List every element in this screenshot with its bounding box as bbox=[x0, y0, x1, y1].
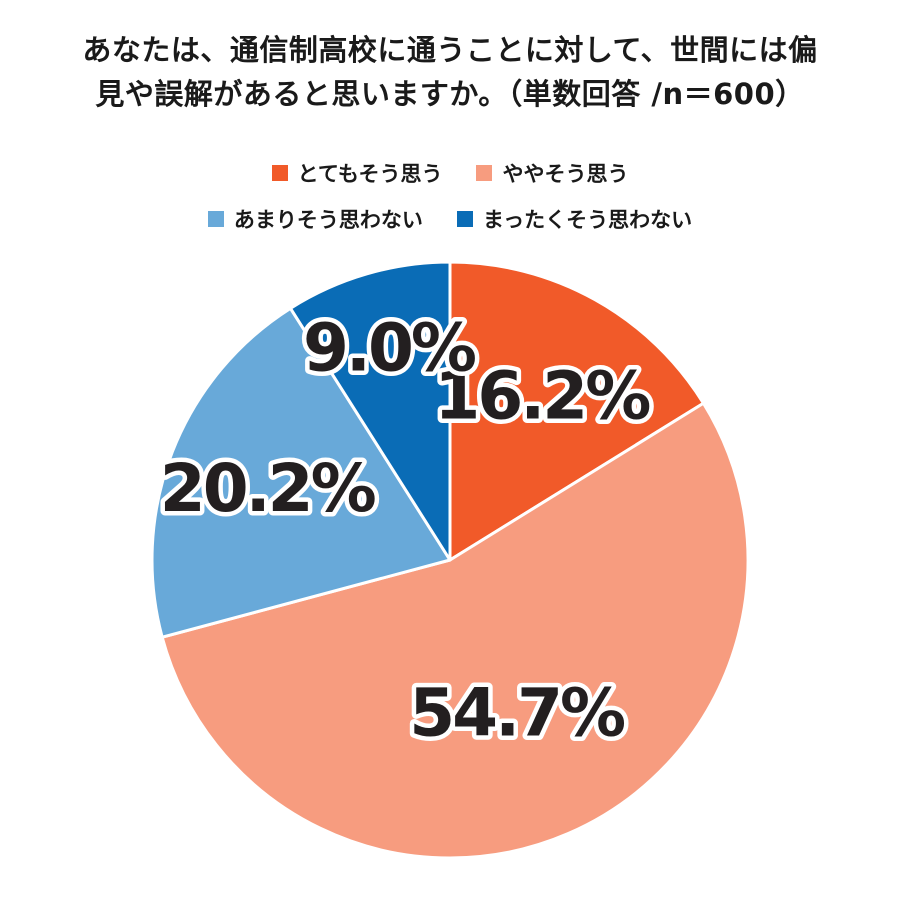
pie-slice-somewhat-agree bbox=[160, 401, 750, 860]
legend-item-somewhat-agree: ややそう思う bbox=[476, 158, 628, 188]
chart-legend: とてもそう思う ややそう思う あまりそう思わない まったくそう思わない bbox=[0, 150, 900, 242]
pie-label-strongly-disagree: 9.0% bbox=[303, 310, 476, 387]
legend-label-strongly-disagree: まったくそう思わない bbox=[482, 208, 693, 232]
chart-title-line-1: あなたは、通信制高校に通うことに対して、世間には偏 bbox=[82, 33, 818, 67]
pie-labels: 16.2% 54.7% 20.2% 9.0% bbox=[155, 305, 657, 756]
legend-item-strongly-disagree: まったくそう思わない bbox=[456, 204, 693, 234]
legend-label-strongly-agree: とてもそう思う bbox=[297, 162, 443, 186]
legend-row-1: とてもそう思う ややそう思う bbox=[0, 150, 900, 196]
pie-slice-strongly-disagree bbox=[288, 260, 452, 562]
legend-item-strongly-agree: とてもそう思う bbox=[271, 158, 443, 188]
legend-swatch-strongly-agree bbox=[271, 165, 288, 181]
pie-slice-strongly-agree bbox=[448, 260, 705, 562]
legend-item-somewhat-disagree: あまりそう思わない bbox=[207, 204, 423, 234]
legend-row-2: あまりそう思わない まったくそう思わない bbox=[0, 196, 900, 242]
legend-label-somewhat-agree: ややそう思う bbox=[502, 162, 629, 186]
pie-slice-somewhat-disagree bbox=[150, 306, 452, 639]
pie-label-somewhat-disagree: 20.2% bbox=[160, 450, 376, 527]
legend-swatch-strongly-disagree bbox=[456, 211, 473, 227]
pie-label-somewhat-agree: 54.7% bbox=[409, 675, 625, 752]
legend-swatch-somewhat-disagree bbox=[207, 211, 224, 227]
pie-label-strongly-agree: 16.2% bbox=[434, 358, 650, 435]
pie-slices bbox=[150, 260, 750, 860]
chart-title: あなたは、通信制高校に通うことに対して、世間には偏 見や誤解があると思いますか。… bbox=[30, 28, 870, 116]
legend-swatch-somewhat-agree bbox=[476, 165, 493, 181]
legend-label-somewhat-disagree: あまりそう思わない bbox=[233, 208, 423, 232]
chart-title-line-2: 見や誤解があると思いますか。（単数回答 /n＝600） bbox=[95, 77, 805, 111]
